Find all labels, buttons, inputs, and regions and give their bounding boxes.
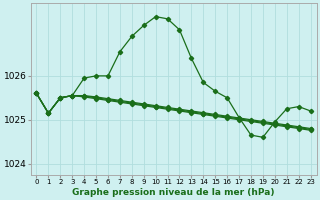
X-axis label: Graphe pression niveau de la mer (hPa): Graphe pression niveau de la mer (hPa) xyxy=(72,188,275,197)
